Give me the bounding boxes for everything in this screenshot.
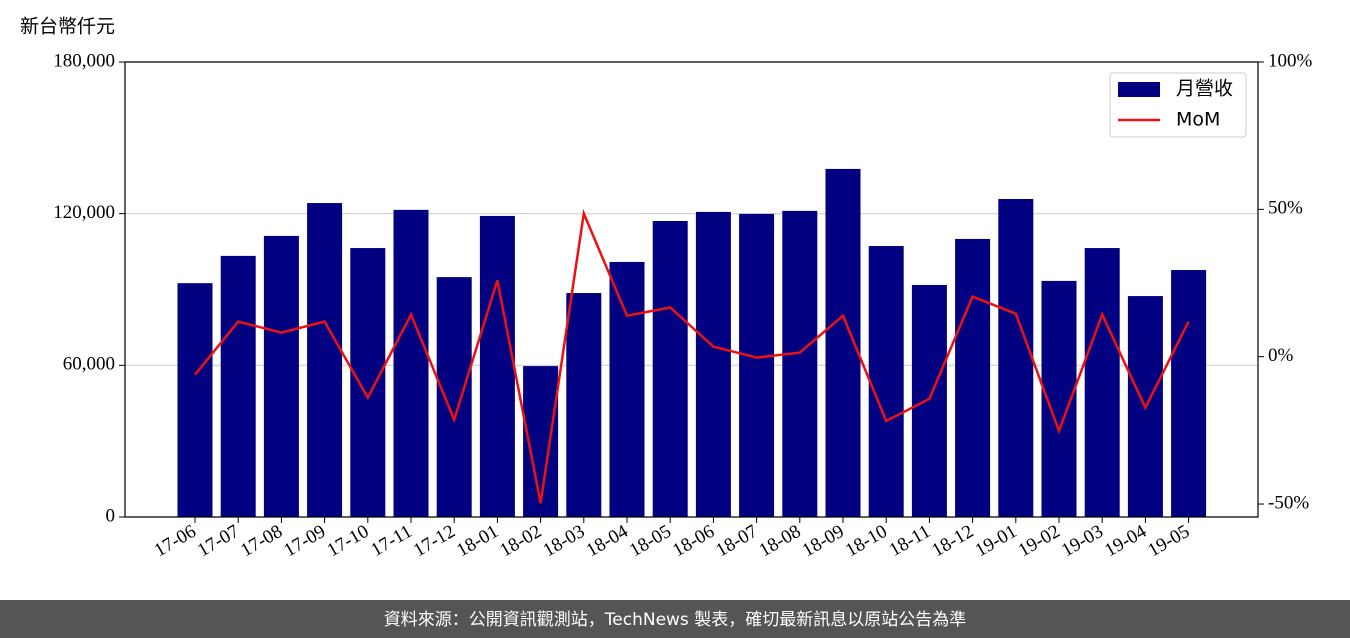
bar	[479, 215, 515, 518]
legend-swatch	[1118, 82, 1160, 97]
y-tick-label: 120,000	[53, 202, 115, 223]
x-tick-label: 17-11	[367, 521, 415, 561]
x-tick-label: 18-01	[453, 521, 502, 561]
legend-label: MoM	[1176, 109, 1220, 131]
bar	[566, 293, 602, 517]
x-tick-label: 17-12	[410, 521, 459, 561]
y-tick-label: 60,000	[63, 354, 115, 375]
y-axis-label: 新台幣仟元	[20, 16, 115, 38]
x-tick-label: 18-07	[712, 521, 761, 561]
y2-tick-label: 50%	[1268, 198, 1303, 219]
x-tick-label: 18-05	[626, 521, 675, 561]
x-tick-label: 19-04	[1101, 521, 1150, 562]
bar	[177, 283, 213, 517]
x-tick-label: 17-09	[280, 521, 329, 561]
bar	[911, 284, 947, 517]
bar	[1171, 270, 1207, 517]
x-tick-label: 18-11	[886, 521, 934, 561]
bar	[868, 246, 904, 517]
bar	[436, 277, 472, 517]
x-tick-label: 18-08	[756, 521, 805, 561]
x-tick-label: 18-04	[583, 521, 632, 562]
legend-label: 月營收	[1176, 78, 1233, 100]
x-tick-label: 18-12	[928, 521, 977, 561]
x-tick-label: 18-10	[842, 521, 891, 561]
y2-tick-label: 0%	[1268, 345, 1294, 366]
x-tick-label: 18-02	[496, 521, 545, 561]
line	[194, 208, 1190, 504]
x-tick-label: 18-03	[540, 521, 589, 561]
y2-tick-label: -50%	[1268, 492, 1309, 513]
bar	[307, 203, 343, 518]
y2-tick-label: 100%	[1268, 50, 1313, 71]
x-tick-label: 19-01	[972, 521, 1021, 561]
bar	[955, 238, 991, 517]
x-tick-label: 19-02	[1015, 521, 1064, 561]
bar	[739, 213, 775, 518]
bar	[695, 211, 731, 517]
plot-frame	[124, 61, 1259, 518]
x-tick-label: 17-10	[324, 521, 373, 561]
bar	[220, 255, 256, 517]
y-tick-label: 180,000	[53, 50, 115, 71]
footer-bar	[0, 600, 1350, 638]
bar	[782, 210, 818, 517]
x-tick-label: 19-03	[1058, 521, 1107, 561]
x-tick-label: 17-06	[151, 521, 200, 561]
bar	[393, 209, 429, 517]
x-tick-label: 18-06	[669, 521, 718, 561]
x-tick-label: 17-08	[237, 521, 286, 561]
x-tick-label: 19-05	[1144, 521, 1193, 561]
bar	[263, 235, 299, 517]
source-note: 資料來源：公開資訊觀測站，TechNews 製表，確切最新訊息以原站公告為準	[384, 610, 966, 630]
bar	[998, 199, 1034, 517]
x-tick-label: 18-09	[799, 521, 848, 561]
x-tick-label: 17-07	[194, 521, 243, 561]
bar	[609, 261, 645, 517]
bar	[1084, 248, 1120, 518]
bar	[350, 248, 386, 518]
bar	[652, 220, 688, 517]
y-tick-label: 0	[106, 505, 116, 526]
